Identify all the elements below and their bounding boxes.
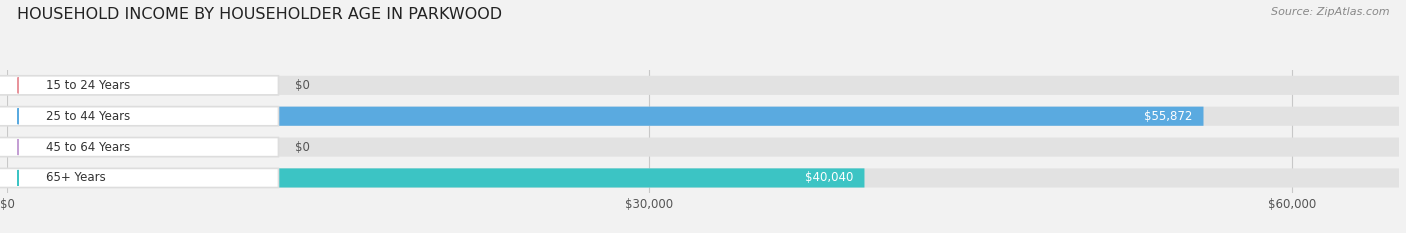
Text: $55,872: $55,872 bbox=[1144, 110, 1192, 123]
Text: Source: ZipAtlas.com: Source: ZipAtlas.com bbox=[1271, 7, 1389, 17]
FancyBboxPatch shape bbox=[0, 168, 278, 188]
FancyBboxPatch shape bbox=[7, 107, 1399, 126]
Text: 15 to 24 Years: 15 to 24 Years bbox=[46, 79, 131, 92]
Text: $0: $0 bbox=[295, 79, 311, 92]
FancyBboxPatch shape bbox=[7, 76, 1399, 95]
FancyBboxPatch shape bbox=[7, 137, 1399, 157]
FancyBboxPatch shape bbox=[0, 137, 278, 157]
FancyBboxPatch shape bbox=[0, 107, 278, 126]
Text: 25 to 44 Years: 25 to 44 Years bbox=[46, 110, 131, 123]
FancyBboxPatch shape bbox=[7, 168, 1399, 188]
Text: HOUSEHOLD INCOME BY HOUSEHOLDER AGE IN PARKWOOD: HOUSEHOLD INCOME BY HOUSEHOLDER AGE IN P… bbox=[17, 7, 502, 22]
Text: 65+ Years: 65+ Years bbox=[46, 171, 105, 185]
Text: 45 to 64 Years: 45 to 64 Years bbox=[46, 140, 131, 154]
Text: $40,040: $40,040 bbox=[806, 171, 853, 185]
FancyBboxPatch shape bbox=[0, 76, 278, 95]
FancyBboxPatch shape bbox=[7, 107, 1204, 126]
FancyBboxPatch shape bbox=[7, 168, 865, 188]
Text: $0: $0 bbox=[295, 140, 311, 154]
